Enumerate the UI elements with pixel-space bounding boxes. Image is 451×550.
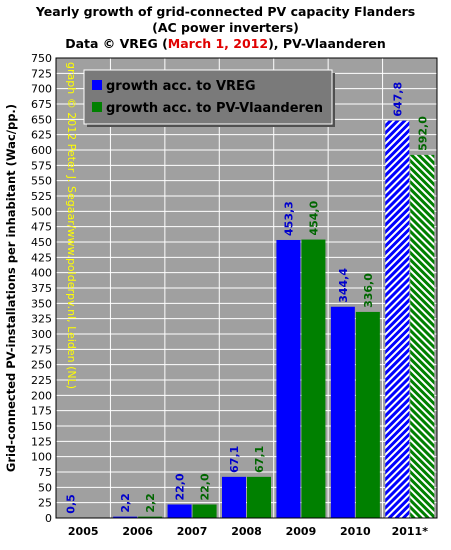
y-tick-label: 150 [31, 420, 52, 433]
subtitle-prefix: Data © VREG ( [65, 36, 168, 51]
bar [355, 311, 380, 518]
bar [113, 516, 138, 518]
y-tick-label: 650 [31, 113, 52, 126]
y-tick-label: 50 [38, 481, 52, 494]
bar-value-label: 2,2 [119, 493, 132, 513]
bar-value-label: 2,2 [144, 493, 157, 513]
bar [330, 306, 355, 518]
y-tick-label: 250 [31, 359, 52, 372]
y-tick-label: 225 [31, 374, 52, 387]
x-tick-label: 2005 [68, 525, 99, 538]
bar-value-label: 22,0 [199, 473, 212, 500]
y-tick-label: 575 [31, 159, 52, 172]
y-tick-label: 425 [31, 251, 52, 264]
y-tick-label: 725 [31, 67, 52, 80]
y-tick-label: 700 [31, 83, 52, 96]
bar-value-label: 454,0 [307, 200, 320, 235]
y-tick-label: 275 [31, 343, 52, 356]
bar [222, 476, 246, 518]
x-tick-label: 2011* [392, 525, 429, 538]
bar [276, 239, 301, 518]
chart-title: Yearly growth of grid-connected PV capac… [35, 4, 416, 19]
bar-value-label: 344,4 [337, 268, 350, 303]
bar [167, 504, 192, 518]
legend-swatch [92, 80, 102, 90]
plot-frame [55, 57, 438, 519]
x-tick-label: 2007 [177, 525, 208, 538]
bar [247, 476, 271, 518]
chart-subtitle: Data © VREG (March 1, 2012), PV-Vlaander… [0, 36, 451, 52]
bar-value-label: 336,0 [362, 273, 375, 308]
bar-value-label: 647,8 [391, 82, 404, 117]
legend-label: growth acc. to VREG [106, 79, 256, 94]
y-tick-label: 350 [31, 297, 52, 310]
y-tick-label: 550 [31, 175, 52, 188]
y-tick-label: 475 [31, 221, 52, 234]
y-tick-label: 375 [31, 282, 52, 295]
y-tick-label: 500 [31, 205, 52, 218]
bar-value-label: 592,0 [416, 116, 429, 151]
y-tick-label: 625 [31, 129, 52, 142]
y-tick-label: 525 [31, 190, 52, 203]
bar [301, 239, 326, 518]
y-tick-label: 450 [31, 236, 52, 249]
bar [192, 504, 217, 518]
y-tick-label: 200 [31, 389, 52, 402]
x-tick-label: 2006 [122, 525, 153, 538]
y-tick-label: 75 [38, 466, 52, 479]
watermark-text: graph © 2012 Peter J. Segaar/www.polderp… [65, 62, 78, 389]
y-tick-label: 125 [31, 435, 52, 448]
y-tick-label: 25 [38, 497, 52, 510]
subtitle-suffix: ), PV-Vlaanderen [268, 36, 386, 51]
legend-label: growth acc. to PV-Vlaanderen [106, 101, 323, 116]
chart-title-line2: (AC power inverters) [152, 20, 299, 35]
x-tick-label: 2008 [231, 525, 262, 538]
legend-box [83, 69, 333, 125]
bar-value-label: 0,5 [65, 494, 78, 514]
y-tick-label: 600 [31, 144, 52, 157]
bar-value-label: 22,0 [174, 473, 187, 500]
bar [138, 516, 163, 518]
y-tick-label: 175 [31, 405, 52, 418]
y-tick-label: 675 [31, 98, 52, 111]
bar [385, 120, 410, 518]
bar [410, 154, 435, 518]
y-tick-label: 100 [31, 451, 52, 464]
x-tick-label: 2010 [340, 525, 371, 538]
y-tick-label: 300 [31, 328, 52, 341]
subtitle-date: March 1, 2012 [167, 36, 269, 51]
y-tick-label: 0 [45, 512, 52, 525]
bar-value-label: 67,1 [228, 446, 241, 473]
bar-value-label: 453,3 [282, 201, 295, 236]
y-axis-title: Grid-connected PV-installations per inha… [4, 104, 18, 472]
chart-title-block: Yearly growth of grid-connected PV capac… [0, 0, 451, 52]
x-tick-label: 2009 [286, 525, 317, 538]
bar-value-label: 67,1 [253, 446, 266, 473]
y-tick-label: 325 [31, 313, 52, 326]
y-tick-label: 400 [31, 267, 52, 280]
legend-swatch [92, 102, 102, 112]
y-tick-label: 750 [31, 52, 52, 65]
